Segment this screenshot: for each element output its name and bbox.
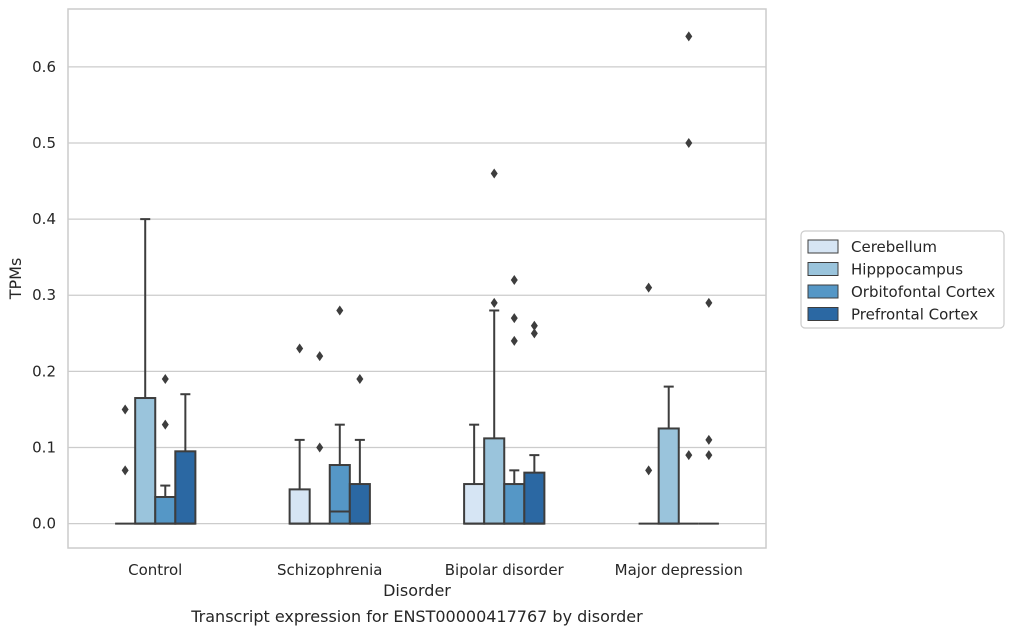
box-group [328,423,351,525]
box-group [348,438,371,525]
box [328,464,351,525]
legend: Cerebellum Hipppocampus Orbitofontal Corte… [800,230,1005,329]
outlier-point [685,31,693,42]
y-tick-label: 0.6 [32,58,56,76]
outlier-point [490,168,498,179]
outlier-point [705,450,713,461]
x-tick-label: Bipolar disorder [445,561,565,579]
outlier-point [316,351,324,362]
y-axis-ticks: 0.0 0.1 0.2 0.3 0.4 0.5 0.6 [32,58,56,533]
plot-frame [67,8,767,549]
outlier-point [705,434,713,445]
box-group [154,484,177,525]
outlier-point [510,275,518,286]
chart-caption: Transcript expression for ENST0000041776… [190,607,643,626]
box [483,437,506,525]
outlier-point [490,297,498,308]
outlier-point [645,465,653,476]
outlier-point [685,450,693,461]
legend-item: Orbitofontal Cortex [807,283,995,301]
gridlines [68,66,766,525]
box [523,471,546,525]
outlier-point [161,373,169,384]
box-group [134,218,157,525]
y-tick-label: 0.3 [32,286,56,304]
legend-swatch [807,239,839,254]
legend-swatch [807,262,839,276]
y-tick-label: 0.5 [32,134,56,152]
outlier-point [510,313,518,324]
outlier-point [356,373,364,384]
legend-swatch [807,307,839,321]
box [657,427,680,525]
legend-item: Cerebellum [807,238,937,256]
box-groups [115,218,719,525]
box [174,450,197,525]
box [134,397,157,525]
box-group [657,385,680,525]
legend-item: Prefrontal Cortex [807,306,978,324]
box [154,495,177,525]
y-tick-label: 0.1 [32,439,56,457]
outlier-point [685,137,693,148]
y-axis-title: TPMs [6,258,25,301]
outlier-point [530,328,538,339]
y-tick-label: 0.0 [32,515,56,533]
x-tick-label: Schizophrenia [277,561,382,579]
box-group [503,469,526,525]
outlier-point [296,343,304,354]
box [348,483,371,525]
x-tick-label: Control [128,561,182,579]
outlier-point [161,419,169,430]
outlier-point [530,320,538,331]
outliers [121,31,713,476]
outlier-point [645,282,653,293]
box [288,488,311,525]
x-axis-title: Disorder [383,581,451,600]
outlier-point [510,335,518,346]
legend-label: Cerebellum [851,238,937,256]
box-group [288,438,311,525]
box-group [483,309,506,525]
legend-label: Orbitofontal Cortex [851,283,995,301]
box [463,483,486,525]
y-tick-label: 0.2 [32,362,56,380]
box-group [174,393,197,525]
outlier-point [121,404,129,415]
legend-swatch [807,284,839,299]
outlier-point [316,442,324,453]
legend-label: Hipppocampus [851,261,963,279]
outlier-point [705,297,713,308]
box [503,483,526,525]
legend-frame [800,230,1005,329]
x-axis-ticks: Control Schizophrenia Bipolar disorder Majo… [128,561,743,579]
box-group [523,454,546,525]
y-tick-label: 0.4 [32,210,56,228]
outlier-point [121,465,129,476]
legend-item: Hipppocampus [807,261,963,279]
x-tick-label: Major depression [615,561,743,579]
box-group [463,423,486,525]
legend-label: Prefrontal Cortex [851,306,978,324]
outlier-point [336,305,344,316]
